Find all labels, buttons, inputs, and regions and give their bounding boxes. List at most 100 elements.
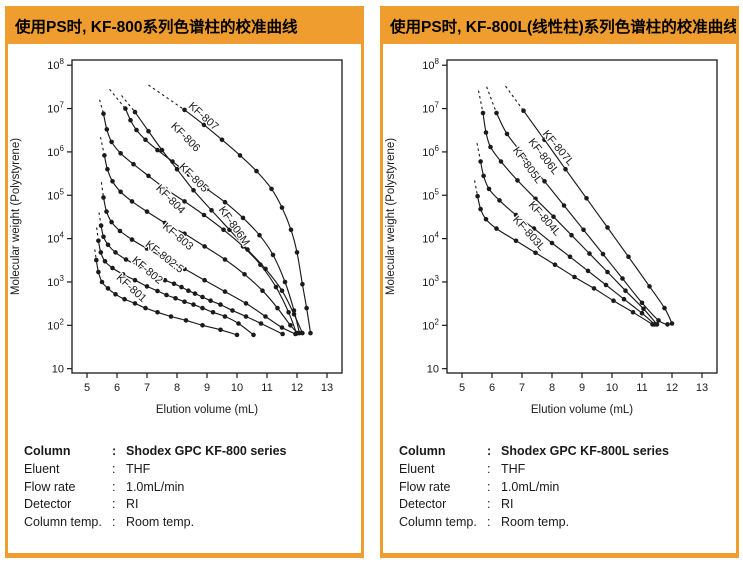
data-point (288, 323, 293, 328)
data-point (162, 277, 168, 283)
data-point (104, 127, 110, 132)
data-point (254, 168, 259, 174)
data-point (641, 306, 646, 312)
data-point (118, 151, 123, 156)
panel-title: 使用PS时, KF-800系列色谱柱的校准曲线 (15, 19, 298, 36)
data-point (123, 106, 128, 111)
data-point (129, 237, 135, 242)
data-point (105, 166, 110, 172)
curve-dashed-KF-806M (121, 95, 136, 113)
calibration-chart-kf800l: 5 6 7 8 9 10 11 12 13 Elution volume (mL) 10 102 103… (385, 57, 718, 416)
data-point (486, 186, 492, 192)
x-tick-label: 7 (144, 382, 150, 394)
data-point (522, 154, 528, 160)
data-point (611, 298, 616, 303)
curve-dashed-KF-807L (505, 85, 524, 112)
info-value: Shodex GPC KF-800 series (126, 444, 287, 458)
data-point (144, 209, 150, 214)
data-point (230, 308, 235, 313)
data-point (551, 214, 556, 219)
data-point (263, 314, 268, 319)
series-KF-806L: KF-806L (486, 86, 670, 327)
data-point (132, 301, 138, 306)
data-point (498, 159, 504, 164)
y-tick-label: 105 (47, 187, 64, 202)
x-tick-label: 9 (579, 382, 585, 394)
y-tick-label: 108 (47, 57, 64, 72)
data-point (494, 226, 499, 231)
info-colon: : (112, 479, 116, 494)
data-point (236, 321, 241, 326)
info-value: 1.0mL/min (501, 479, 560, 494)
data-point (561, 203, 567, 208)
curve-dashed-KF-803L (474, 180, 479, 197)
data-point (150, 270, 156, 276)
data-point (650, 322, 655, 327)
data-point (621, 296, 627, 302)
curve-KF-805L (482, 112, 658, 325)
data-point (656, 318, 661, 323)
column-conditions-kf800l: Column : Shodex GPC KF-800L series Eluen… (399, 443, 726, 532)
data-point (662, 305, 667, 311)
y-tick-label: 108 (422, 57, 439, 72)
data-point (191, 188, 196, 193)
info-value: Shodex GPC KF-800L series (501, 444, 669, 458)
info-colon: : (487, 515, 491, 529)
data-point (515, 178, 520, 183)
curve-dashed-KF-804L (476, 142, 482, 162)
data-point (174, 166, 180, 172)
data-point (478, 206, 483, 212)
curve-dashed-KF-806L (486, 86, 498, 114)
x-tick-label: 13 (696, 382, 708, 394)
data-point (182, 107, 187, 113)
info-row-eluent: Eluent : THF (399, 461, 726, 479)
data-point (639, 310, 645, 316)
data-point (210, 310, 216, 315)
data-point (155, 310, 160, 315)
y-tick-label: 107 (422, 101, 439, 116)
data-point (117, 228, 123, 234)
data-point (260, 288, 265, 293)
data-point (286, 310, 291, 315)
info-colon: : (487, 479, 491, 494)
data-point (488, 144, 493, 150)
data-point (179, 284, 184, 290)
plot-frame (446, 59, 718, 374)
data-point (585, 268, 591, 274)
data-point (182, 199, 187, 204)
data-point (209, 208, 214, 213)
data-point (300, 330, 305, 336)
data-point (219, 137, 225, 143)
data-point (531, 226, 537, 231)
data-point (204, 186, 210, 192)
x-tick-label: 8 (174, 382, 180, 394)
curve-label-KF-806: KF-806 (168, 120, 202, 154)
panel-title: 使用PS时, KF-800L(线性柱)系列色谱柱的校准曲线 (390, 19, 736, 36)
x-tick-label: 5 (84, 382, 90, 394)
y-tick-label: 103 (422, 274, 439, 289)
series-KF-805: KF-805 (99, 99, 299, 336)
data-point (240, 215, 246, 221)
info-label: Column temp. (24, 515, 102, 529)
data-point (639, 300, 645, 306)
data-point (113, 292, 118, 297)
data-point (497, 198, 502, 203)
data-point (101, 234, 106, 240)
info-colon: : (487, 444, 492, 458)
data-point (626, 254, 631, 260)
data-point (291, 311, 297, 317)
data-point (120, 272, 126, 277)
x-tick-label: 11 (636, 382, 647, 394)
data-point (623, 288, 628, 293)
info-label: Detector (24, 497, 72, 512)
y-axis: 10 102 103 104 105 106 107 108 Molecular weight … (385, 57, 447, 376)
data-point (513, 238, 519, 244)
data-point (173, 296, 178, 301)
info-row-detector: Detector : RI (24, 496, 351, 514)
data-point (647, 284, 652, 289)
data-point (118, 189, 123, 195)
data-point (171, 281, 177, 286)
x-axis: 5 6 7 8 9 10 11 12 13 Elution volume (mL) (84, 373, 333, 416)
data-point (258, 262, 263, 267)
